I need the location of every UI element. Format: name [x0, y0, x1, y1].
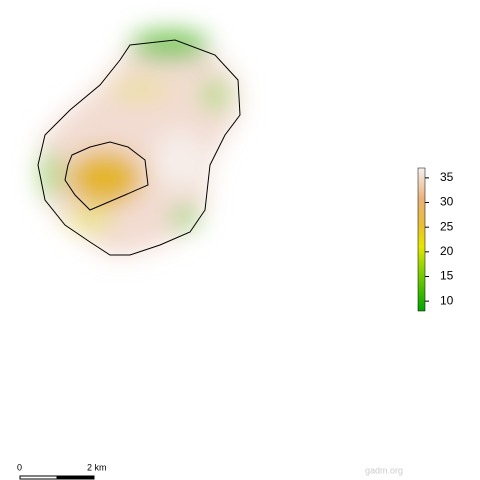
legend-tick-label: 30	[440, 195, 454, 209]
scale-end-label: 2 km	[87, 462, 107, 472]
legend-tick-label: 35	[440, 170, 454, 184]
legend-tick-label: 15	[440, 269, 454, 283]
legend-colorbar	[417, 167, 426, 312]
scale-start-label: 0	[17, 462, 22, 472]
legend-tick-label: 25	[440, 219, 454, 233]
raster	[38, 30, 240, 255]
scale-bar-white	[19, 475, 58, 480]
island-outline	[37, 39, 241, 256]
attribution: gadm.org	[365, 465, 403, 475]
lagoon-outline	[64, 141, 149, 211]
scale-bar-black	[56, 475, 95, 480]
legend-tick-label: 20	[440, 244, 454, 258]
legend-tick-label: 10	[440, 293, 454, 307]
